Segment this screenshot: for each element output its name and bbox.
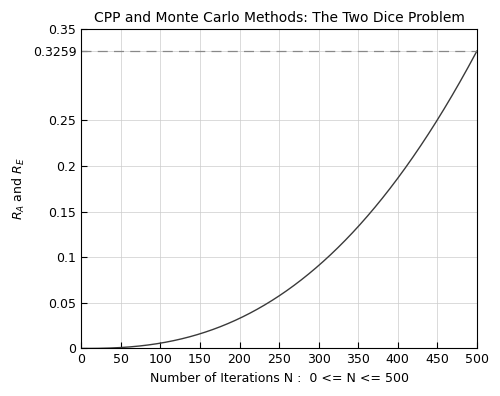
X-axis label: Number of Iterations N :  0 <= N <= 500: Number of Iterations N : 0 <= N <= 500	[150, 372, 408, 385]
Title: CPP and Monte Carlo Methods: The Two Dice Problem: CPP and Monte Carlo Methods: The Two Dic…	[94, 11, 464, 25]
Y-axis label: $R_A$ and $R_E$: $R_A$ and $R_E$	[11, 158, 27, 220]
